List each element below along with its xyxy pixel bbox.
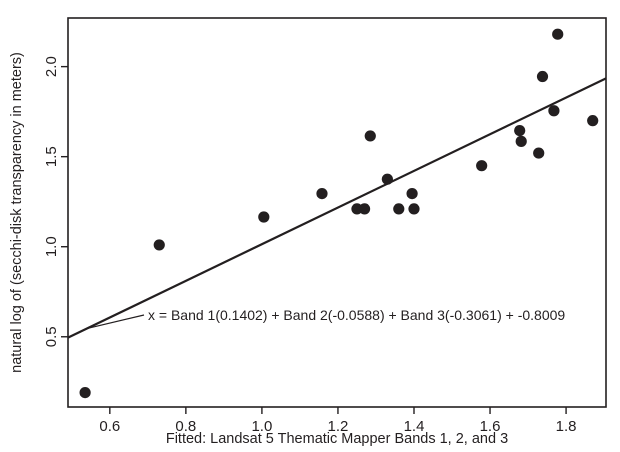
data-point [358,203,371,215]
data-point [548,105,560,117]
ticks: 0.6 0.8 1.0 1.2 1.4 1.6 1.8 0.5 1.0 1.5 2.0 [43,56,577,435]
data-point [381,173,393,185]
y-tick-label: 2.0 [43,56,60,77]
data-point [533,147,545,159]
y-axis-label: natural log of (secchi-disk transparency… [9,52,25,373]
data-point [79,386,91,399]
x-tick-label: 1.0 [251,418,272,435]
data-point [364,130,376,142]
x-tick-label: 0.8 [175,418,196,435]
annotation-leader [86,314,145,330]
x-tick-label: 1.6 [480,418,501,435]
data-point [393,203,405,215]
data-point [408,203,420,215]
x-axis-label: Fitted: Landsat 5 Thematic Mapper Bands … [166,431,508,447]
fit-line-group [67,77,607,339]
x-tick-label: 1.4 [404,418,425,435]
x-tick-label: 1.8 [556,418,577,435]
x-tick-label: 1.2 [328,418,349,435]
data-point [536,70,549,83]
regression-line [67,77,607,339]
x-tick-label: 0.6 [99,418,120,435]
data-point [476,160,488,172]
data-point [587,115,599,127]
equation-annotation: x = Band 1(0.1402) + Band 2(-0.0588) + B… [148,307,565,323]
data-point [258,211,270,223]
data-point [316,187,328,200]
plot-frame [67,17,607,408]
data-point [515,135,527,147]
data-point [552,28,564,40]
y-tick-label: 0.5 [43,326,60,347]
y-tick-label: 1.0 [43,236,60,257]
y-tick-label: 1.5 [43,146,60,167]
data-point [514,124,526,137]
data-point [406,187,418,200]
data-points [79,28,599,399]
data-point [153,239,165,251]
